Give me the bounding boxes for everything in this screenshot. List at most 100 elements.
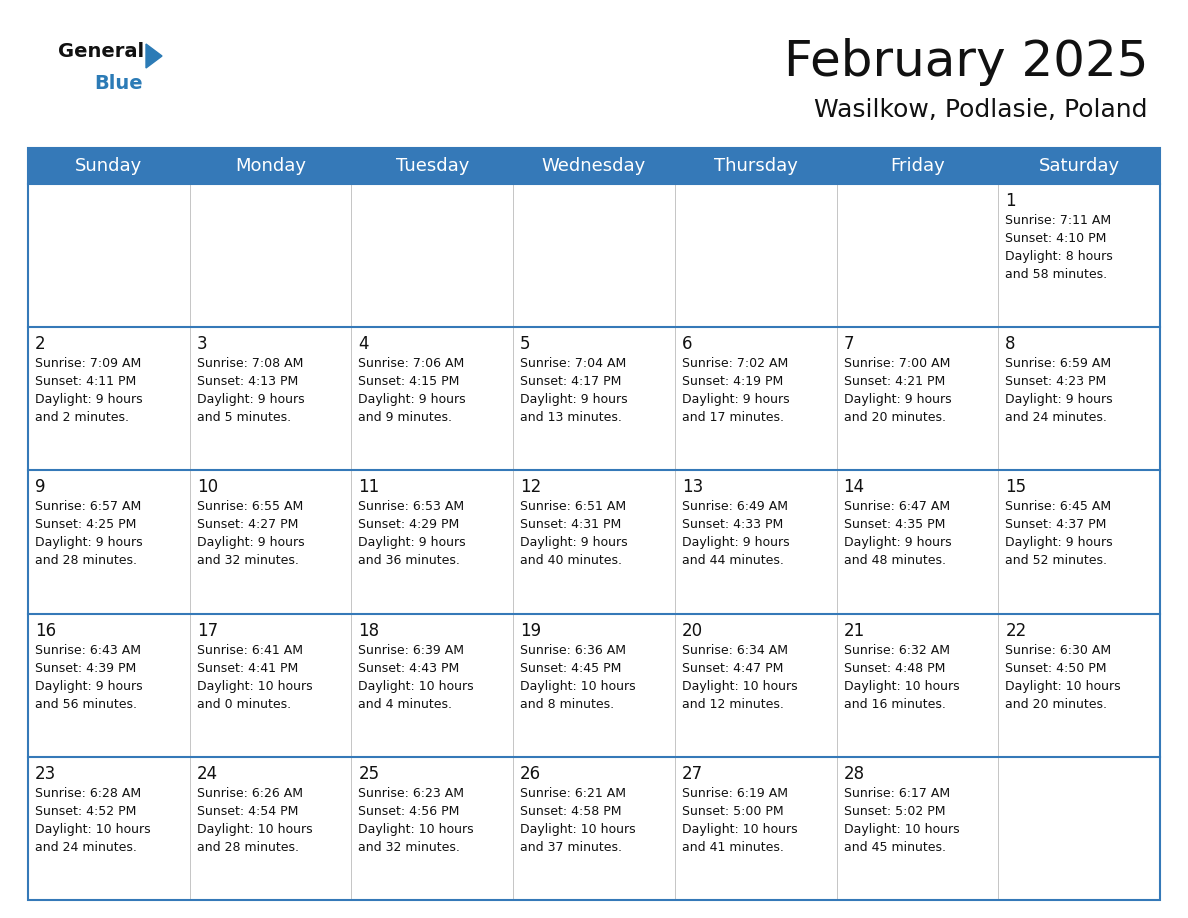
- Text: Sunrise: 6:39 AM: Sunrise: 6:39 AM: [359, 644, 465, 656]
- Text: 27: 27: [682, 765, 703, 783]
- Text: 4: 4: [359, 335, 369, 353]
- Text: Wasilkow, Podlasie, Poland: Wasilkow, Podlasie, Poland: [815, 98, 1148, 122]
- Text: 3: 3: [197, 335, 208, 353]
- Text: 25: 25: [359, 765, 379, 783]
- Bar: [29, 613, 1159, 756]
- Text: Sunset: 5:00 PM: Sunset: 5:00 PM: [682, 805, 783, 818]
- Text: Daylight: 10 hours: Daylight: 10 hours: [520, 823, 636, 835]
- Text: and 12 minutes.: and 12 minutes.: [682, 698, 784, 711]
- Text: Sunset: 4:23 PM: Sunset: 4:23 PM: [1005, 375, 1106, 388]
- Text: Daylight: 10 hours: Daylight: 10 hours: [843, 679, 959, 692]
- Text: Daylight: 9 hours: Daylight: 9 hours: [843, 393, 952, 406]
- Text: and 48 minutes.: and 48 minutes.: [843, 554, 946, 567]
- Text: and 32 minutes.: and 32 minutes.: [197, 554, 298, 567]
- Text: Sunset: 4:37 PM: Sunset: 4:37 PM: [1005, 519, 1107, 532]
- Text: Daylight: 9 hours: Daylight: 9 hours: [843, 536, 952, 549]
- Text: Sunrise: 6:51 AM: Sunrise: 6:51 AM: [520, 500, 626, 513]
- Text: Sunset: 4:21 PM: Sunset: 4:21 PM: [843, 375, 944, 388]
- Text: Daylight: 10 hours: Daylight: 10 hours: [359, 679, 474, 692]
- Text: Sunrise: 6:23 AM: Sunrise: 6:23 AM: [359, 787, 465, 800]
- Text: 2: 2: [34, 335, 45, 353]
- Text: 15: 15: [1005, 478, 1026, 497]
- Text: Blue: Blue: [94, 74, 143, 93]
- Text: Daylight: 9 hours: Daylight: 9 hours: [359, 536, 466, 549]
- Text: and 41 minutes.: and 41 minutes.: [682, 841, 784, 854]
- Text: 22: 22: [1005, 621, 1026, 640]
- Text: 24: 24: [197, 765, 217, 783]
- Text: 12: 12: [520, 478, 542, 497]
- Text: Sunrise: 6:32 AM: Sunrise: 6:32 AM: [843, 644, 949, 656]
- Text: Sunrise: 6:41 AM: Sunrise: 6:41 AM: [197, 644, 303, 656]
- Text: Daylight: 10 hours: Daylight: 10 hours: [843, 823, 959, 835]
- Text: Sunset: 4:43 PM: Sunset: 4:43 PM: [359, 662, 460, 675]
- Text: Sunrise: 6:26 AM: Sunrise: 6:26 AM: [197, 787, 303, 800]
- Text: Sunset: 4:29 PM: Sunset: 4:29 PM: [359, 519, 460, 532]
- Text: Sunset: 4:33 PM: Sunset: 4:33 PM: [682, 519, 783, 532]
- Text: Daylight: 9 hours: Daylight: 9 hours: [1005, 536, 1113, 549]
- Text: Daylight: 9 hours: Daylight: 9 hours: [520, 536, 627, 549]
- Text: and 44 minutes.: and 44 minutes.: [682, 554, 784, 567]
- Text: Sunrise: 7:06 AM: Sunrise: 7:06 AM: [359, 357, 465, 370]
- Text: Daylight: 9 hours: Daylight: 9 hours: [520, 393, 627, 406]
- Text: Daylight: 10 hours: Daylight: 10 hours: [682, 679, 797, 692]
- Text: and 52 minutes.: and 52 minutes.: [1005, 554, 1107, 567]
- Text: Daylight: 9 hours: Daylight: 9 hours: [197, 393, 304, 406]
- Text: and 4 minutes.: and 4 minutes.: [359, 698, 453, 711]
- Text: Sunrise: 7:00 AM: Sunrise: 7:00 AM: [843, 357, 950, 370]
- Text: and 40 minutes.: and 40 minutes.: [520, 554, 623, 567]
- Text: and 16 minutes.: and 16 minutes.: [843, 698, 946, 711]
- Text: Sunrise: 6:47 AM: Sunrise: 6:47 AM: [843, 500, 949, 513]
- Text: Daylight: 10 hours: Daylight: 10 hours: [34, 823, 151, 835]
- Text: Sunday: Sunday: [75, 157, 143, 175]
- Text: and 36 minutes.: and 36 minutes.: [359, 554, 460, 567]
- Text: Daylight: 9 hours: Daylight: 9 hours: [682, 536, 790, 549]
- Bar: [29, 327, 1159, 470]
- Text: 21: 21: [843, 621, 865, 640]
- Text: and 58 minutes.: and 58 minutes.: [1005, 268, 1107, 281]
- Text: Sunset: 4:58 PM: Sunset: 4:58 PM: [520, 805, 621, 818]
- Text: Daylight: 9 hours: Daylight: 9 hours: [682, 393, 790, 406]
- Text: Sunset: 4:27 PM: Sunset: 4:27 PM: [197, 519, 298, 532]
- Text: Sunrise: 7:04 AM: Sunrise: 7:04 AM: [520, 357, 626, 370]
- Text: 6: 6: [682, 335, 693, 353]
- Text: Sunset: 4:48 PM: Sunset: 4:48 PM: [843, 662, 944, 675]
- Text: Sunrise: 7:08 AM: Sunrise: 7:08 AM: [197, 357, 303, 370]
- Text: Sunrise: 6:49 AM: Sunrise: 6:49 AM: [682, 500, 788, 513]
- Text: and 17 minutes.: and 17 minutes.: [682, 411, 784, 424]
- Text: Monday: Monday: [235, 157, 307, 175]
- Text: General: General: [58, 42, 144, 61]
- Text: and 56 minutes.: and 56 minutes.: [34, 698, 137, 711]
- Text: Sunset: 4:13 PM: Sunset: 4:13 PM: [197, 375, 298, 388]
- Text: 17: 17: [197, 621, 217, 640]
- Text: and 2 minutes.: and 2 minutes.: [34, 411, 129, 424]
- Text: Sunset: 4:50 PM: Sunset: 4:50 PM: [1005, 662, 1107, 675]
- Bar: [29, 184, 1159, 327]
- Text: Sunrise: 6:43 AM: Sunrise: 6:43 AM: [34, 644, 141, 656]
- Text: Sunrise: 6:36 AM: Sunrise: 6:36 AM: [520, 644, 626, 656]
- Text: Wednesday: Wednesday: [542, 157, 646, 175]
- Text: and 28 minutes.: and 28 minutes.: [197, 841, 298, 854]
- Text: Sunset: 4:47 PM: Sunset: 4:47 PM: [682, 662, 783, 675]
- Text: Daylight: 10 hours: Daylight: 10 hours: [520, 679, 636, 692]
- Text: 11: 11: [359, 478, 380, 497]
- Text: and 5 minutes.: and 5 minutes.: [197, 411, 291, 424]
- Text: Sunset: 4:15 PM: Sunset: 4:15 PM: [359, 375, 460, 388]
- Text: Sunrise: 6:55 AM: Sunrise: 6:55 AM: [197, 500, 303, 513]
- Text: and 24 minutes.: and 24 minutes.: [1005, 411, 1107, 424]
- Text: Daylight: 9 hours: Daylight: 9 hours: [34, 679, 143, 692]
- Text: Daylight: 10 hours: Daylight: 10 hours: [682, 823, 797, 835]
- Text: 5: 5: [520, 335, 531, 353]
- Text: and 37 minutes.: and 37 minutes.: [520, 841, 623, 854]
- Text: Sunset: 4:19 PM: Sunset: 4:19 PM: [682, 375, 783, 388]
- Text: Daylight: 9 hours: Daylight: 9 hours: [197, 536, 304, 549]
- Text: Sunrise: 6:45 AM: Sunrise: 6:45 AM: [1005, 500, 1112, 513]
- Text: Sunrise: 6:30 AM: Sunrise: 6:30 AM: [1005, 644, 1112, 656]
- Text: 9: 9: [34, 478, 45, 497]
- Text: 19: 19: [520, 621, 542, 640]
- Text: and 32 minutes.: and 32 minutes.: [359, 841, 460, 854]
- Text: Daylight: 10 hours: Daylight: 10 hours: [359, 823, 474, 835]
- Text: Sunrise: 6:28 AM: Sunrise: 6:28 AM: [34, 787, 141, 800]
- Text: Saturday: Saturday: [1038, 157, 1120, 175]
- Text: 8: 8: [1005, 335, 1016, 353]
- Text: Daylight: 9 hours: Daylight: 9 hours: [34, 536, 143, 549]
